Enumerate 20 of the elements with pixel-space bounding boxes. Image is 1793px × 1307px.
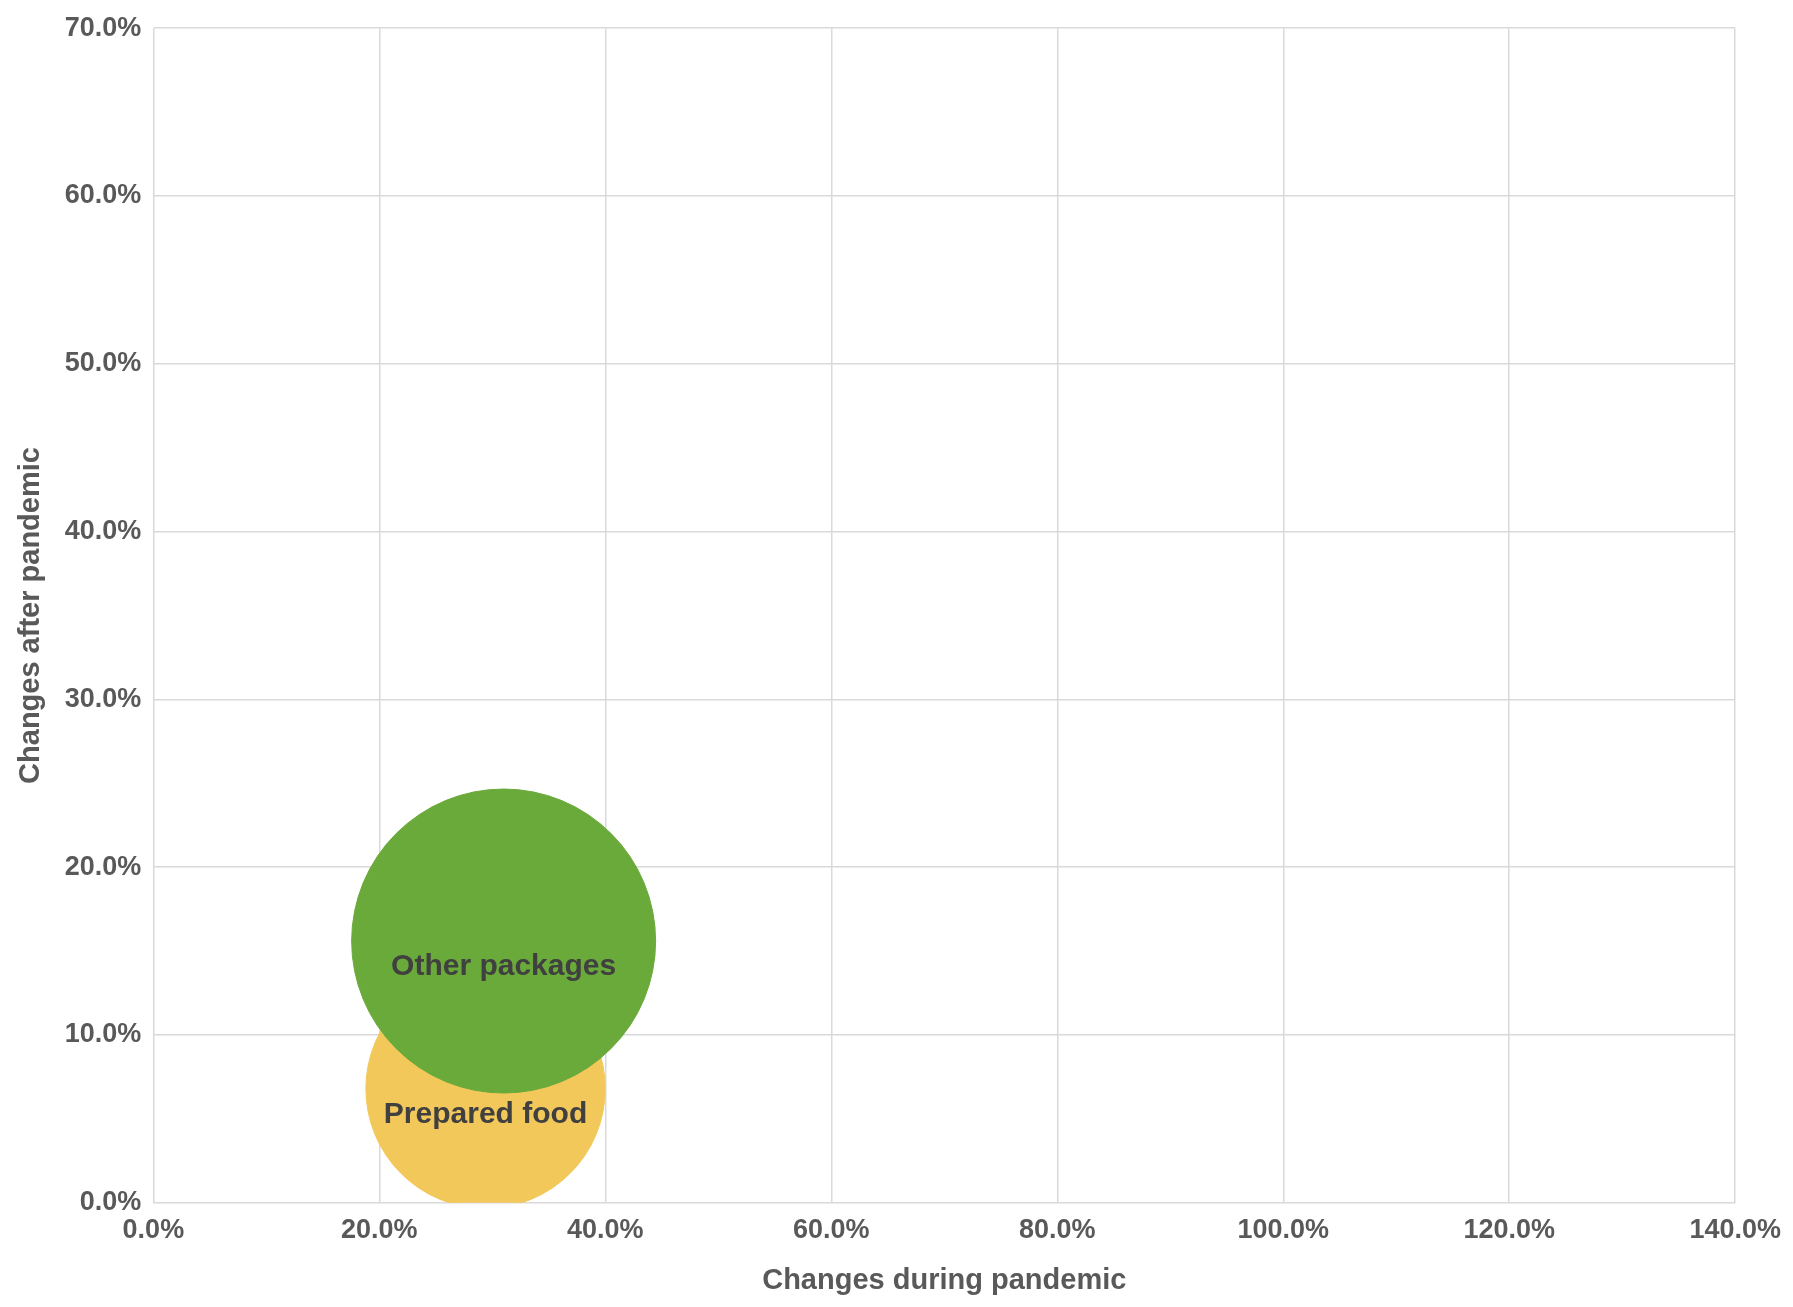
- y-tick-label: 60.0%: [64, 179, 142, 210]
- x-tick-label: 40.0%: [567, 1214, 644, 1245]
- y-tick-label: 0.0%: [79, 1186, 142, 1217]
- x-axis-title: Changes during pandemic: [762, 1262, 1127, 1295]
- y-tick-label: 30.0%: [64, 682, 142, 713]
- y-tick-label: 50.0%: [64, 347, 142, 378]
- y-tick-label: 10.0%: [64, 1018, 142, 1049]
- x-tick-label: 100.0%: [1237, 1214, 1330, 1245]
- series-label: Other packages: [391, 948, 617, 982]
- x-tick-label: 120.0%: [1463, 1214, 1556, 1245]
- x-tick-label: 140.0%: [1689, 1214, 1781, 1245]
- series-label: Prepared food: [383, 1095, 588, 1129]
- x-tick-label: 0.0%: [122, 1214, 185, 1245]
- y-tick-label: 40.0%: [64, 515, 142, 546]
- x-tick-label: 60.0%: [793, 1214, 870, 1245]
- y-tick-label: 70.0%: [64, 11, 142, 42]
- y-axis-title: Changes after pandemic: [13, 447, 46, 784]
- x-tick-label: 80.0%: [1018, 1214, 1096, 1245]
- y-tick-label: 20.0%: [64, 850, 142, 881]
- x-tick-label: 20.0%: [341, 1214, 418, 1245]
